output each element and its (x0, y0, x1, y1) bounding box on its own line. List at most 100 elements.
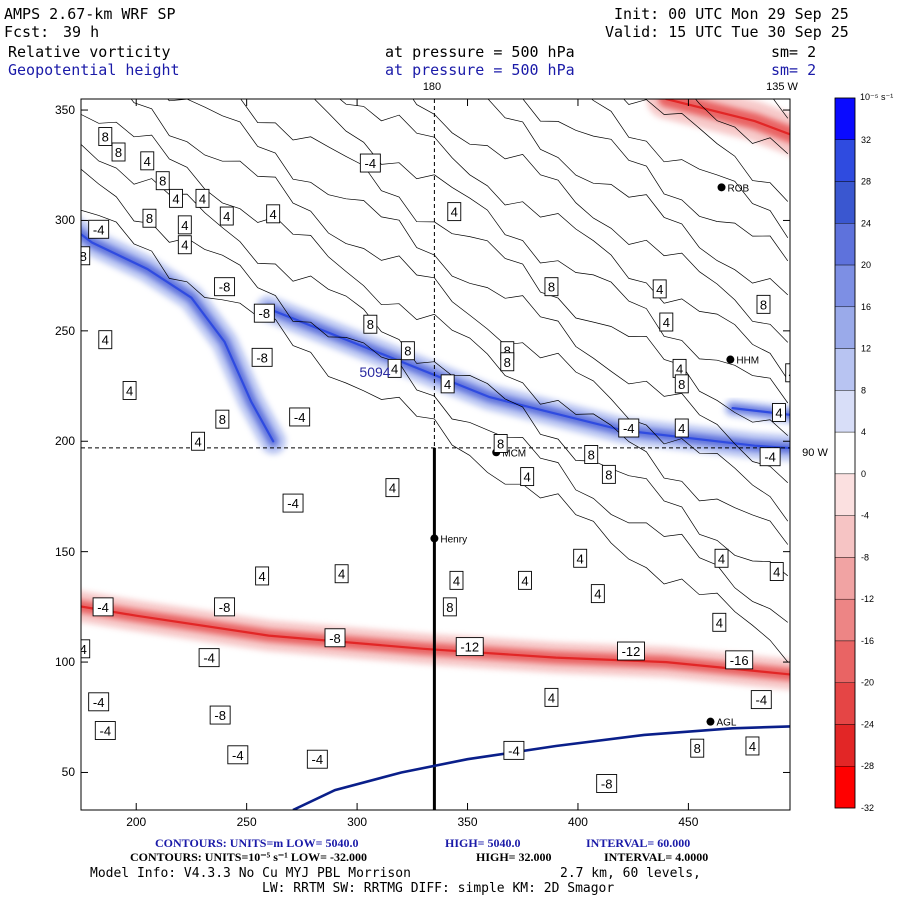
contour-value-text: 4 (181, 218, 188, 233)
contour-value-text: -4 (623, 421, 635, 436)
contour-value-text: 4 (678, 421, 685, 436)
contour-value-text: 4 (521, 573, 528, 588)
y-tick-label: 50 (61, 765, 75, 780)
contour-value-label: -4 (750, 690, 772, 710)
contour-value-box (385, 478, 400, 498)
contour-value-box (111, 142, 126, 162)
contour-value-text: 4 (194, 434, 201, 449)
contour-value-text: 8 (102, 130, 109, 145)
contour-value-box (98, 330, 113, 350)
plot-frame (80, 98, 791, 811)
colorbar-swatch (834, 431, 856, 475)
contour-value-text: 8 (504, 355, 511, 370)
colorbar-swatch (834, 264, 856, 308)
y-tick-label: 100 (54, 655, 75, 670)
contour-value-label: 4 (177, 215, 192, 235)
contour-value-text: 8 (159, 174, 166, 189)
contour-value-label: -8 (253, 303, 275, 323)
contour-value-text: 8 (588, 448, 595, 463)
contour-value-label: -8 (209, 705, 231, 725)
contour-value-box (253, 303, 275, 323)
contour-value-box (289, 407, 311, 427)
contour-value-box (198, 648, 220, 668)
colorbar-tick-label: -32 (861, 803, 874, 813)
lon-135w-label: 135 W (766, 81, 798, 93)
contour-value-box (92, 597, 114, 617)
contour-value-box (500, 352, 515, 372)
contour-value-box (503, 740, 525, 760)
colorbar-tick-label: -8 (861, 552, 869, 562)
contour-value-label: 4 (712, 612, 727, 632)
contour-value-text: -4 (203, 651, 215, 666)
contour-value-text: -4 (97, 600, 109, 615)
footer-vort-interval: INTERVAL= 4.0000 (604, 850, 709, 864)
y-tick-label: 200 (54, 434, 75, 449)
y-tick-label: 150 (54, 544, 75, 559)
contour-value-box (520, 467, 535, 487)
contour-value-text: -8 (219, 600, 231, 615)
contour-value-label: 8 (584, 445, 599, 464)
station-label: Henry (440, 534, 467, 545)
contour-value-text: 4 (548, 690, 555, 705)
contour-value-text: 4 (775, 406, 782, 421)
colorbar-tick-label: 24 (861, 218, 871, 228)
contour-value-label: 4 (387, 358, 402, 378)
contour-value-text: 4 (789, 366, 796, 381)
contour-value-box (712, 612, 727, 632)
vort-contour-line (591, 99, 789, 238)
contour-value-box (387, 358, 402, 378)
contour-value-label: 4 (169, 188, 183, 208)
field-vorticity: Relative vorticity (8, 43, 171, 61)
lon-180-label: 180 (423, 81, 441, 93)
contour-value-label: -4 (94, 721, 116, 740)
contour-value-label: -8 (214, 277, 236, 297)
contour-value-label: 4 (785, 363, 796, 383)
colorbar-swatch (834, 139, 856, 182)
contour-value-text: 8 (146, 211, 153, 226)
contour-value-text: 4 (716, 615, 723, 630)
station-label: ROB (728, 183, 750, 194)
station-label: AGL (716, 718, 736, 729)
contour-value-box (282, 493, 304, 513)
contour-value-text: 8 (446, 600, 453, 615)
contour-value-label: -4 (198, 648, 220, 668)
contour-value-text: -4 (508, 743, 520, 758)
contour-value-box (618, 418, 640, 438)
colorbar-unit: 10⁻⁵ s⁻¹ (860, 92, 893, 102)
colorbar-swatch (834, 223, 856, 266)
contour-value-label: -12 (455, 637, 484, 657)
contour-value-box (255, 566, 270, 586)
colorbar-swatch (834, 97, 856, 140)
fcst-value: 39 h (63, 23, 100, 41)
contour-value-box (714, 548, 729, 568)
vort-band-max (81, 605, 790, 676)
contour-value-text: 4 (258, 569, 265, 584)
contour-value-label: 4 (266, 204, 281, 224)
contour-value-box (177, 235, 192, 255)
contour-value-label: 4 (745, 736, 760, 756)
contour-value-text: -4 (93, 695, 105, 710)
contour-value-box (39, 737, 52, 755)
contour-value-text: 4 (676, 361, 683, 376)
colorbar-swatch (834, 724, 856, 767)
station-marker (706, 717, 715, 726)
contour-value-box (88, 219, 110, 239)
contour-value-text: 8 (678, 377, 685, 392)
contour-value-label: 4 (449, 570, 464, 590)
contour-value-text: 8 (605, 467, 612, 482)
contour-value-box (659, 312, 674, 332)
contour-value-label: 4 (659, 312, 674, 332)
contour-value-label: -4 (503, 740, 525, 760)
contour-value-label: 4 (520, 467, 535, 487)
contour-value-box (81, 639, 91, 659)
contour-value-text: -12 (622, 644, 641, 659)
contour-value-box (142, 208, 157, 228)
vort-contour-line (623, 99, 789, 202)
contour-value-label: 8 (756, 294, 771, 314)
contour-value-label: 8 (500, 352, 515, 372)
contour-value-text: 4 (663, 315, 670, 330)
contour-value-label: 4 (219, 206, 234, 226)
contour-value-label: -4 (88, 219, 110, 239)
contour-value-label: 8 (400, 341, 415, 361)
vort-contour-line (487, 99, 789, 296)
